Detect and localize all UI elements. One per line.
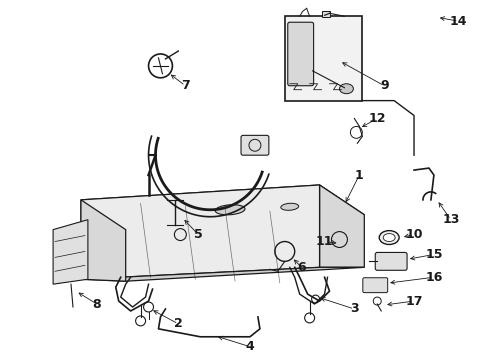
Polygon shape [319,185,364,267]
FancyBboxPatch shape [287,22,313,86]
Bar [321,11,329,17]
Text: 13: 13 [441,213,459,226]
Ellipse shape [280,203,298,210]
Text: 11: 11 [315,235,333,248]
Bar [284,16,362,100]
Text: 12: 12 [368,112,385,125]
Text: 17: 17 [405,294,422,307]
Text: 8: 8 [92,297,101,311]
Text: 6: 6 [297,261,305,274]
Text: 14: 14 [449,15,467,28]
Text: 1: 1 [354,168,363,181]
FancyBboxPatch shape [362,278,387,293]
Ellipse shape [379,231,398,244]
FancyBboxPatch shape [241,135,268,155]
Text: 7: 7 [181,79,189,92]
Text: 3: 3 [349,302,358,315]
Ellipse shape [383,234,394,242]
Polygon shape [53,220,88,284]
Text: 5: 5 [194,228,202,241]
FancyBboxPatch shape [374,252,406,270]
Polygon shape [81,267,364,281]
Ellipse shape [339,84,353,94]
Text: 4: 4 [245,340,254,353]
Polygon shape [81,185,364,230]
Ellipse shape [215,205,244,215]
Polygon shape [81,185,319,279]
Text: 15: 15 [424,248,442,261]
Polygon shape [81,200,125,281]
Text: 10: 10 [405,228,422,241]
Text: 16: 16 [425,271,442,284]
Text: 2: 2 [174,318,183,330]
Text: 9: 9 [379,79,388,92]
